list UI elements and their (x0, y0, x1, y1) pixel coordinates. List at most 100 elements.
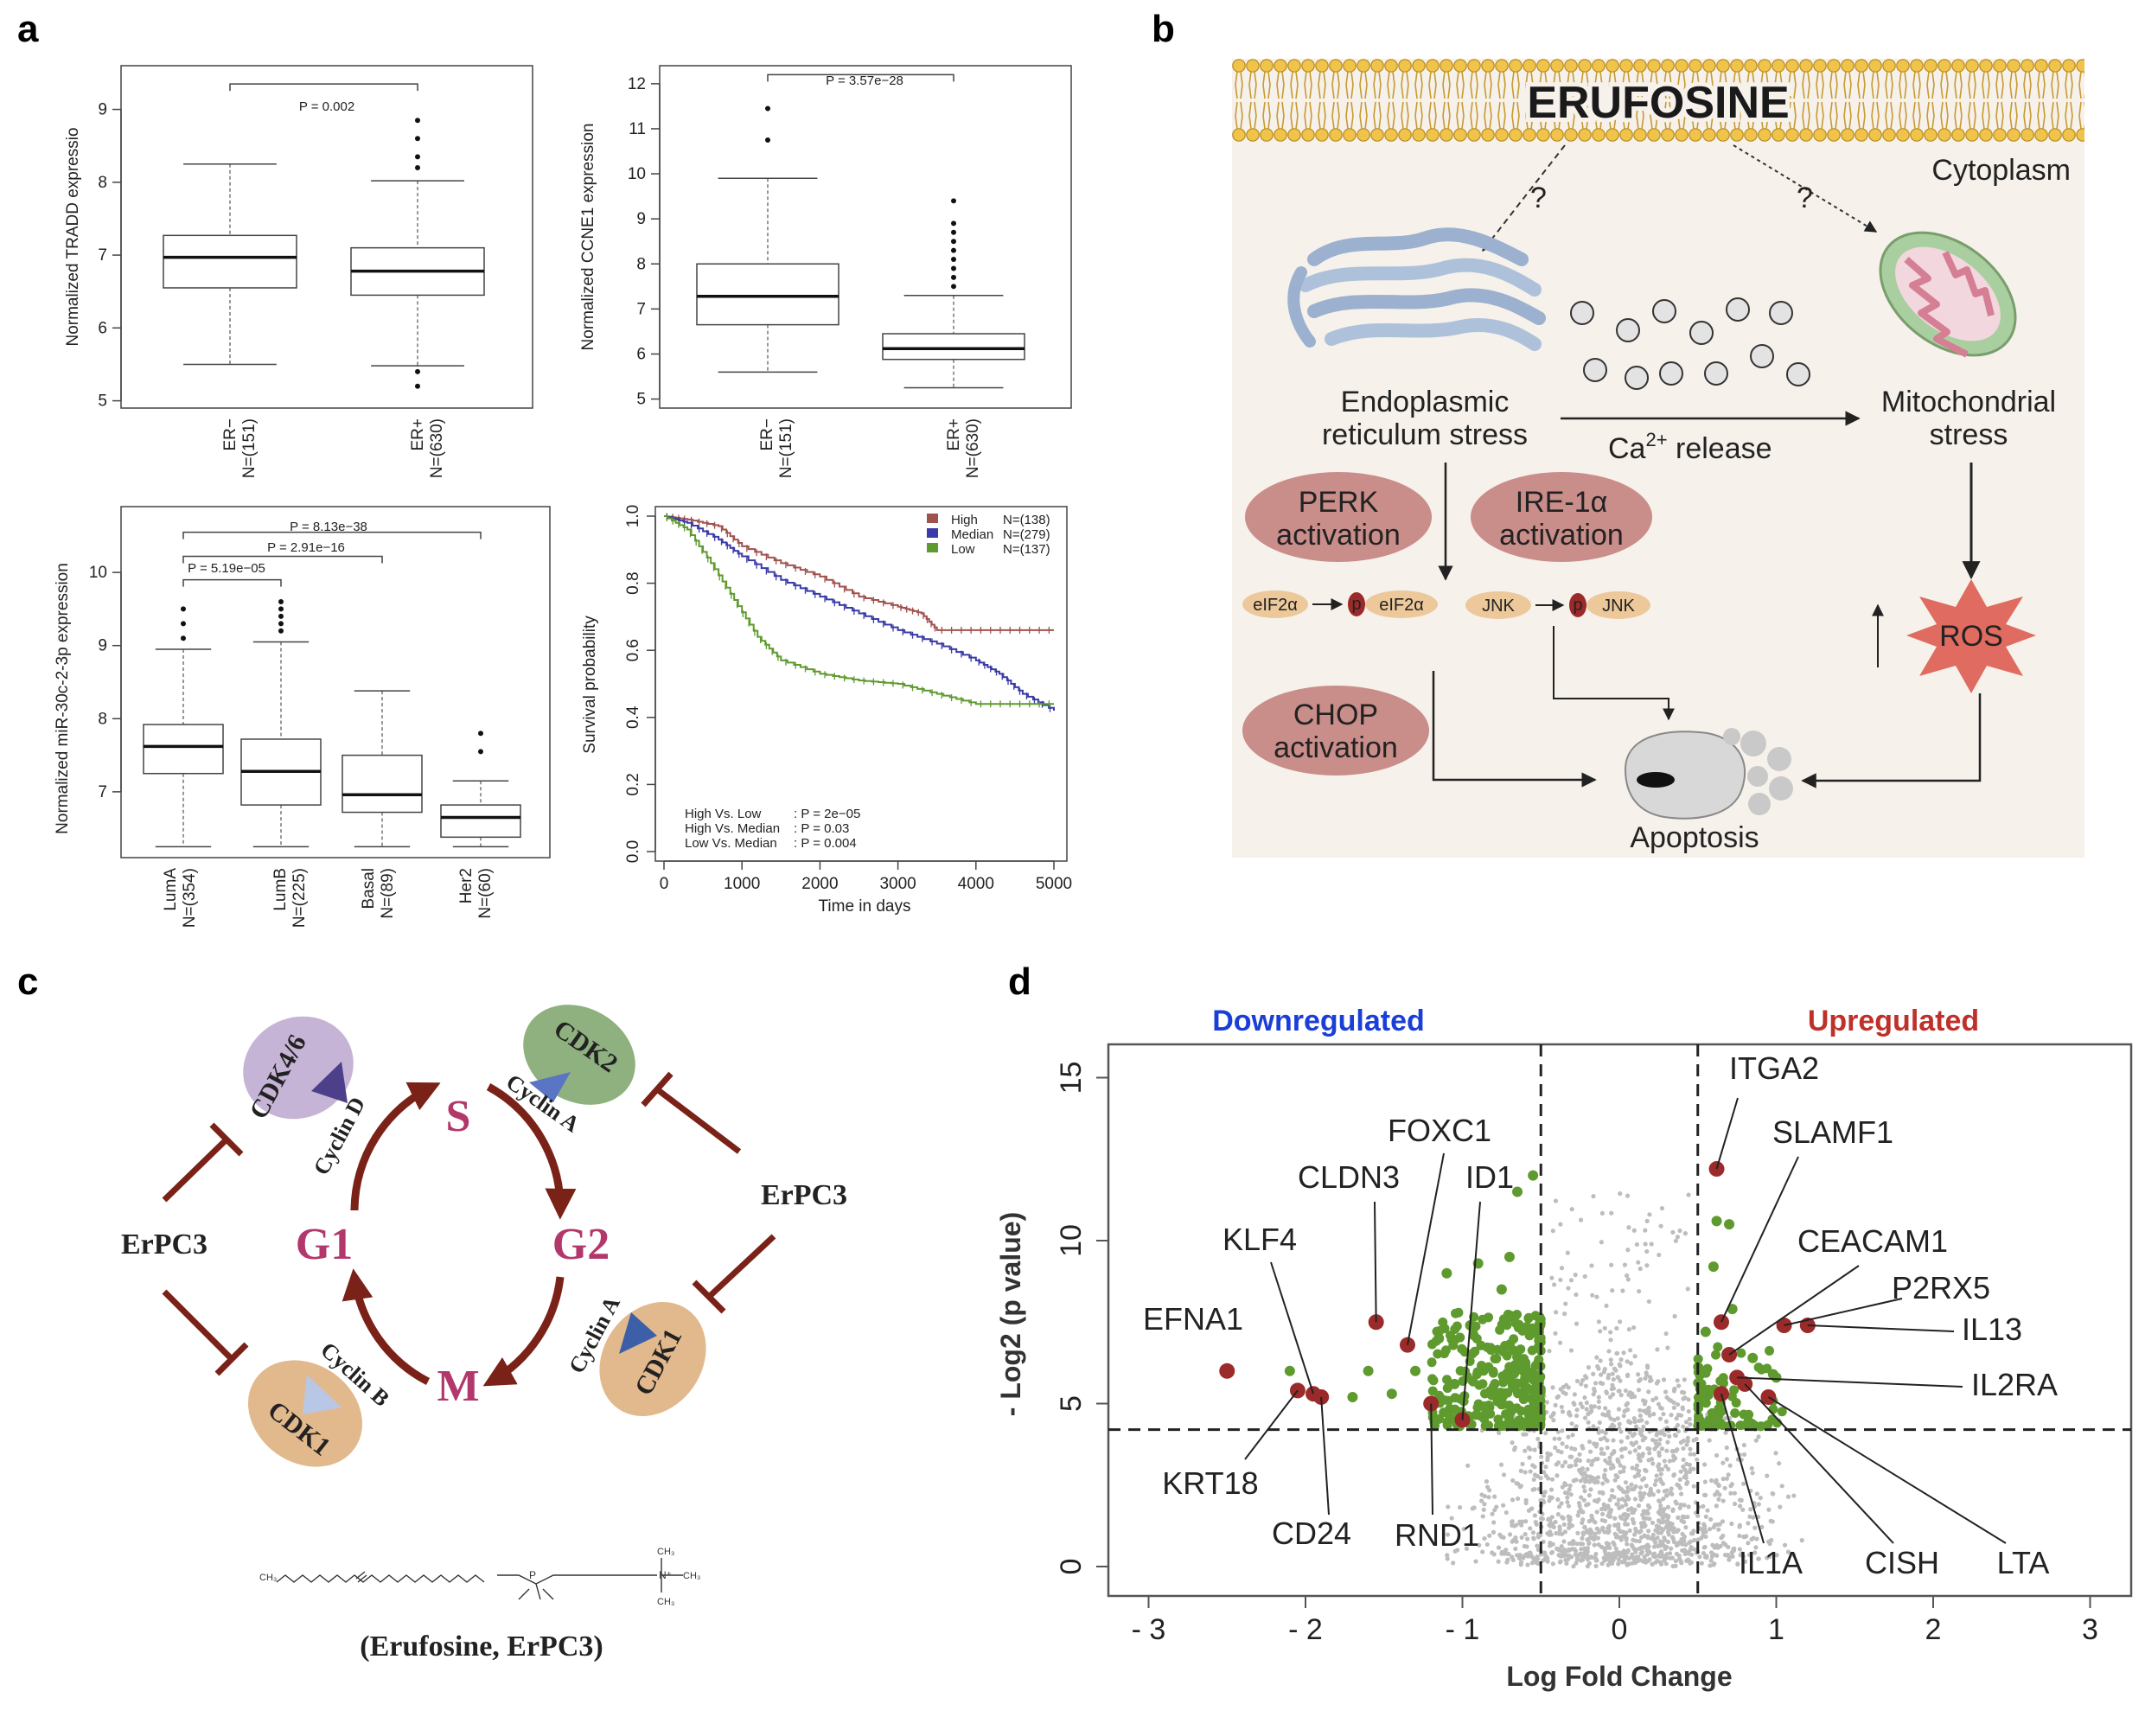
gene-leader-line (1374, 1201, 1377, 1323)
gene-point-ns (1681, 1396, 1686, 1401)
gene-point-ns (1631, 1228, 1637, 1233)
gene-point-ns (1566, 1503, 1572, 1509)
gene-point-ns (1773, 1451, 1778, 1456)
cdk1-cyclinb-complex: CDK1 Cyclin B (247, 1337, 394, 1467)
gene-leader-line (1320, 1396, 1330, 1516)
gene-point-ns (1678, 1413, 1684, 1418)
gene-point-ns (1691, 1452, 1697, 1457)
chop-label: CHOP (1293, 699, 1378, 731)
gene-point-ns (1644, 1363, 1650, 1369)
gene-point-ns (1614, 1350, 1620, 1356)
gene-point-ns (1598, 1358, 1603, 1363)
gene-point-ns (1608, 1357, 1613, 1363)
gene-point-ns (1637, 1418, 1642, 1424)
legend-n: N=(138) (1003, 513, 1050, 527)
gene-point-ns (1642, 1534, 1647, 1539)
calcium-ions (1570, 297, 1810, 390)
tradd-boxplot: 5 6 7 8 9 Normalized TRADD expressio P = 0.0… (64, 65, 533, 478)
cytoplasm-label: Cytoplasm (1931, 154, 2071, 187)
gene-point-ns (1583, 1477, 1589, 1482)
gene-point-ns (1630, 1433, 1636, 1439)
y-tick-label: 7 (98, 783, 107, 801)
survival-curve-median (664, 515, 1055, 712)
gene-point-ns (1684, 1442, 1689, 1447)
gene-point-ns (1610, 1288, 1615, 1293)
gene-point-ns (1722, 1485, 1727, 1490)
gene-point-ns (1591, 1371, 1596, 1376)
box-outlier (415, 136, 420, 142)
gene-point-ns (1650, 1397, 1656, 1402)
gene-point-ns (1501, 1472, 1507, 1478)
gene-point-ns (1597, 1490, 1602, 1495)
gene-point-ns (1644, 1263, 1650, 1268)
gene-point-ns (1579, 1547, 1584, 1552)
gene-point-ns (1586, 1541, 1592, 1547)
gene-point-ns (1636, 1372, 1641, 1377)
gene-point-ns (1565, 1250, 1570, 1255)
legend-swatch-low (927, 543, 938, 552)
x-tick-label: 0 (660, 875, 669, 893)
gene-point-ns (1714, 1452, 1720, 1458)
gene-point-ns (1629, 1482, 1634, 1487)
gene-point-ns (1714, 1490, 1720, 1495)
gene-point-ns (1587, 1531, 1593, 1536)
gene-point-ns (1553, 1402, 1558, 1407)
gene-point-ns (1545, 1555, 1550, 1560)
gene-point-sig (1427, 1386, 1438, 1396)
gene-point-ns (1650, 1461, 1656, 1466)
gene-point-sig (1519, 1354, 1529, 1364)
survival-curve-high (664, 515, 1054, 631)
p-value-label: P = 5.19e−05 (188, 561, 265, 576)
gene-point-ns (1582, 1395, 1587, 1401)
gene-point-ns (1603, 1406, 1608, 1411)
gene-point-ns (1637, 1458, 1643, 1464)
gene-point-ns (1667, 1458, 1672, 1464)
gene-point-ns (1650, 1554, 1657, 1559)
gene-point-ns (1674, 1542, 1679, 1548)
gene-point-ns (1629, 1542, 1634, 1548)
mito-stress-label: Mitochondrial (1881, 386, 2056, 418)
gene-point-ns (1637, 1266, 1643, 1272)
gene-point-ns (1683, 1542, 1689, 1548)
gene-point-ns (1689, 1552, 1695, 1557)
gene-point-ns (1624, 1537, 1629, 1542)
erufosine-structure: CH₃ P CH₃ CH₃ CH₃ N⁺ (259, 1547, 700, 1607)
gene-point-ns (1610, 1424, 1615, 1429)
gene-point-sig (1534, 1369, 1544, 1380)
gene-point-ns (1691, 1484, 1696, 1489)
gene-point-ns (1662, 1558, 1667, 1563)
volcano-plot: Downregulated Upregulated - 3 - 2 - 1 0 1 2 3 0… (995, 1005, 2133, 1692)
gene-point-ns (1644, 1218, 1650, 1224)
gene-point-ns (1618, 1191, 1623, 1197)
gene-point-ns (1594, 1558, 1599, 1563)
group-label: ER+ (409, 418, 427, 451)
gene-point-ns (1682, 1538, 1687, 1543)
gene-point-ns (1471, 1505, 1477, 1510)
phospho-marker (1569, 593, 1586, 617)
gene-point-ns (1482, 1502, 1487, 1507)
gene-point-ns (1752, 1550, 1758, 1555)
gene-point-ns (1730, 1554, 1735, 1560)
gene-point-ns (1621, 1465, 1626, 1471)
survival-curve-low (664, 515, 1054, 705)
gene-point-ns (1569, 1207, 1574, 1212)
gene-point-ns (1553, 1445, 1558, 1451)
gene-point-ns (1491, 1529, 1497, 1535)
gene-point-sig (1514, 1415, 1524, 1426)
gene-point-ns (1714, 1553, 1720, 1558)
gene-point-ns (1586, 1439, 1593, 1445)
p-eif2a-pill (1365, 590, 1438, 618)
gene-point-ns (1765, 1473, 1770, 1478)
gene-point-ns (1581, 1497, 1586, 1503)
gene-point-ns (1554, 1530, 1559, 1536)
gene-point-ns (1791, 1493, 1797, 1498)
gene-point-ns (1557, 1531, 1562, 1536)
gene-label-krt18: KRT18 (1162, 1465, 1258, 1501)
gene-point-ns (1615, 1457, 1620, 1462)
gene-point-sig (1717, 1420, 1727, 1431)
gene-point-ns (1568, 1348, 1574, 1353)
gene-point-ns (1660, 1541, 1665, 1546)
y-tick-label: 10 (89, 564, 107, 582)
gene-point-ns (1513, 1522, 1519, 1528)
gene-point-ns (1652, 1482, 1657, 1487)
